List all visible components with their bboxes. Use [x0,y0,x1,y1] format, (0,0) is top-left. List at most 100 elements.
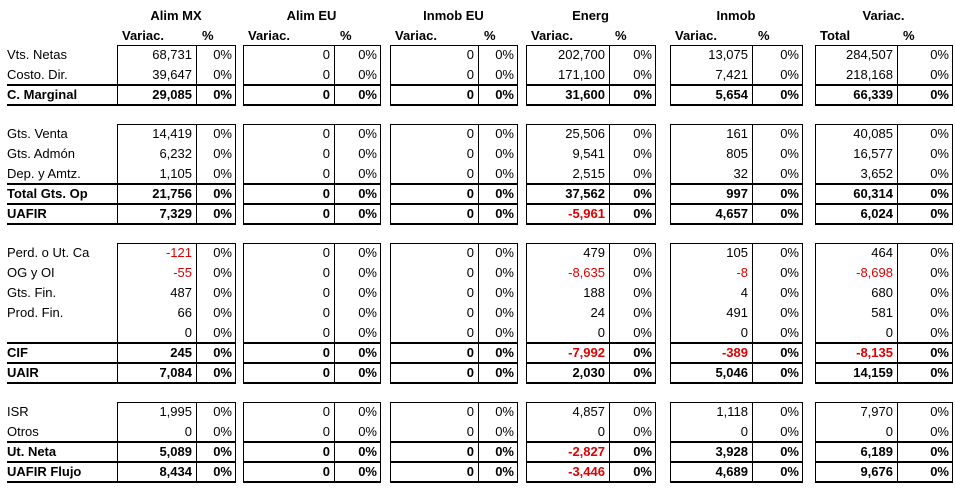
section-top-border [117,243,236,244]
value-cell: 0 [322,404,330,419]
value-cell: 0 [466,146,474,161]
percent-cell: 0% [358,67,377,82]
column-subheader-percent: % [484,28,496,43]
value-cell: 464 [871,245,893,260]
value-cell: 37,562 [565,186,605,201]
value-cell: 0 [322,87,330,102]
percent-cell: 0% [633,87,652,102]
total-row-border [243,461,381,463]
row-label: Total Gts. Op [7,186,88,201]
value-cell: 0 [322,47,330,62]
cell-border [952,45,953,105]
value-cell: 9,541 [572,146,605,161]
section-top-border [117,45,236,46]
total-row-border [526,342,656,344]
section-bottom-border [390,382,518,384]
total-row-border [390,461,518,463]
cell-border [897,45,898,105]
section-bottom-border [390,223,518,225]
percent-cell: 0% [930,206,949,221]
value-cell: 161 [726,126,748,141]
percent-cell: 0% [495,67,514,82]
row-label: Gts. Venta [7,126,68,141]
value-cell: 0 [322,345,330,360]
row-label: Gts. Fin. [7,285,57,300]
percent-cell: 0% [358,305,377,320]
percent-cell: 0% [780,245,799,260]
section-top-border [670,124,803,125]
percent-cell: 0% [633,285,652,300]
value-cell: -2,827 [568,444,605,459]
percent-cell: 0% [213,305,232,320]
section-bottom-border [815,104,953,106]
cell-border [897,243,898,383]
percent-cell: 0% [495,285,514,300]
value-cell: 479 [583,245,605,260]
value-cell: 0 [466,285,474,300]
column-subheader-value: Variac. [248,28,290,43]
total-row-border [390,84,518,86]
value-cell: 0 [466,245,474,260]
section-bottom-border [117,223,236,225]
percent-cell: 0% [495,325,514,340]
row-label: Prod. Fin. [7,305,64,320]
percent-cell: 0% [213,265,232,280]
cell-border [655,45,656,105]
value-cell: 0 [322,325,330,340]
percent-cell: 0% [930,285,949,300]
value-cell: 0 [466,47,474,62]
percent-cell: 0% [495,464,514,479]
value-cell: 5,046 [715,365,748,380]
row-label: Vts. Netas [7,47,67,62]
cell-border [235,45,236,105]
percent-cell: 0% [930,404,949,419]
value-cell: 5,089 [159,444,192,459]
row-label: Otros [7,424,39,439]
cell-border [196,243,197,383]
row-label: UAIR [7,365,39,380]
percent-cell: 0% [358,325,377,340]
percent-cell: 0% [930,245,949,260]
section-top-border [815,243,953,244]
percent-cell: 0% [780,126,799,141]
row-label: OG y OI [7,265,55,280]
section-top-border [390,243,518,244]
cell-border [815,45,816,105]
cell-border [380,45,381,105]
percent-cell: 0% [930,146,949,161]
cell-border [655,124,656,224]
section-top-border [526,124,656,125]
cell-border [752,45,753,105]
total-row-border [117,441,236,443]
value-cell: 25,506 [565,126,605,141]
section-bottom-border [243,481,381,483]
cell-border [609,243,610,383]
total-row-border [526,461,656,463]
cell-border [478,124,479,224]
total-row-border [7,461,117,463]
section-bottom-border [670,382,803,384]
section-bottom-border [7,481,117,483]
percent-cell: 0% [930,365,949,380]
section-bottom-border [815,223,953,225]
cell-border [815,124,816,224]
total-row-border [117,203,236,205]
value-cell: 31,600 [565,87,605,102]
percent-cell: 0% [633,146,652,161]
value-cell: 0 [322,464,330,479]
total-row-border [670,183,803,185]
value-cell: 0 [466,365,474,380]
value-cell: 60,314 [853,186,893,201]
percent-cell: 0% [633,325,652,340]
value-cell: 0 [466,265,474,280]
value-cell: 0 [466,67,474,82]
value-cell: 0 [466,87,474,102]
row-label: C. Marginal [7,87,78,102]
total-row-border [670,441,803,443]
value-cell: 0 [740,424,748,439]
total-row-border [390,362,518,364]
value-cell: 6,189 [860,444,893,459]
value-cell: 997 [726,186,748,201]
percent-cell: 0% [358,365,377,380]
total-row-border [526,441,656,443]
